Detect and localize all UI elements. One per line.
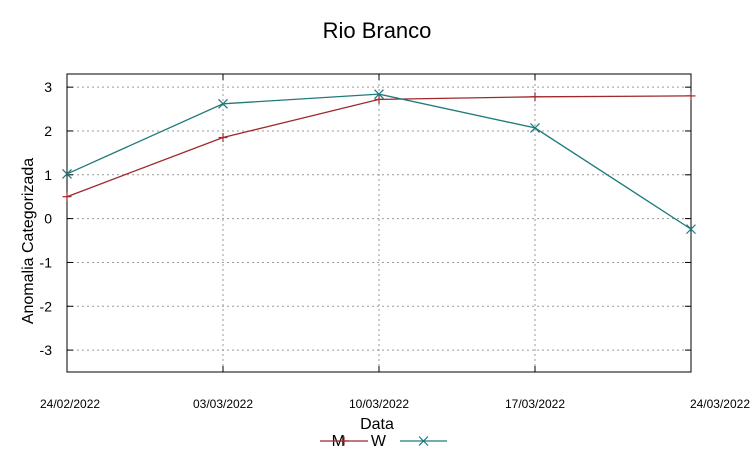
y-tick-label: 1 <box>44 167 52 183</box>
legend-marker <box>418 436 429 446</box>
y-tick-label: 2 <box>44 123 52 139</box>
x-tick-label: 24/02/2022 <box>40 397 100 411</box>
data-point <box>530 122 540 133</box>
x-tick-label: 10/03/2022 <box>349 397 409 411</box>
legend-marker <box>339 436 349 446</box>
legend-item-M: M <box>320 433 368 450</box>
plot-frame <box>66 73 692 373</box>
series-layer <box>62 89 696 235</box>
data-point <box>686 224 696 235</box>
x-tick-label: 03/03/2022 <box>193 397 253 411</box>
series-line-M <box>66 95 692 198</box>
x-axis-label: Data <box>360 416 394 433</box>
legend-item-W: W <box>371 433 447 450</box>
data-point <box>62 192 72 202</box>
data-point <box>62 168 72 179</box>
x-axis-ticks: 24/02/2022 03/03/2022 10/03/2022 17/03/2022… <box>40 74 750 411</box>
chart-title: Rio Branco <box>323 18 432 43</box>
x-tick-label: 24/03/2022 <box>690 397 750 411</box>
series-W <box>62 89 696 235</box>
y-tick-label: -1 <box>40 254 53 270</box>
y-tick-label: 0 <box>44 211 52 227</box>
data-point <box>530 92 540 102</box>
grid-lines <box>67 74 691 372</box>
y-tick-label: -2 <box>40 298 53 314</box>
y-axis-label: Anomalia Categorizada <box>20 158 37 324</box>
y-axis-ticks: 3 2 1 0 -1 -2 -3 <box>40 79 691 358</box>
data-point <box>218 133 228 143</box>
y-tick-label: -3 <box>40 342 53 358</box>
series-M <box>62 91 696 202</box>
data-point <box>374 94 384 104</box>
data-point <box>374 89 384 100</box>
data-point <box>686 91 696 101</box>
legend-label: W <box>371 433 387 450</box>
x-tick-label: 17/03/2022 <box>505 397 565 411</box>
y-tick-label: 3 <box>44 79 52 95</box>
data-point <box>218 98 228 109</box>
